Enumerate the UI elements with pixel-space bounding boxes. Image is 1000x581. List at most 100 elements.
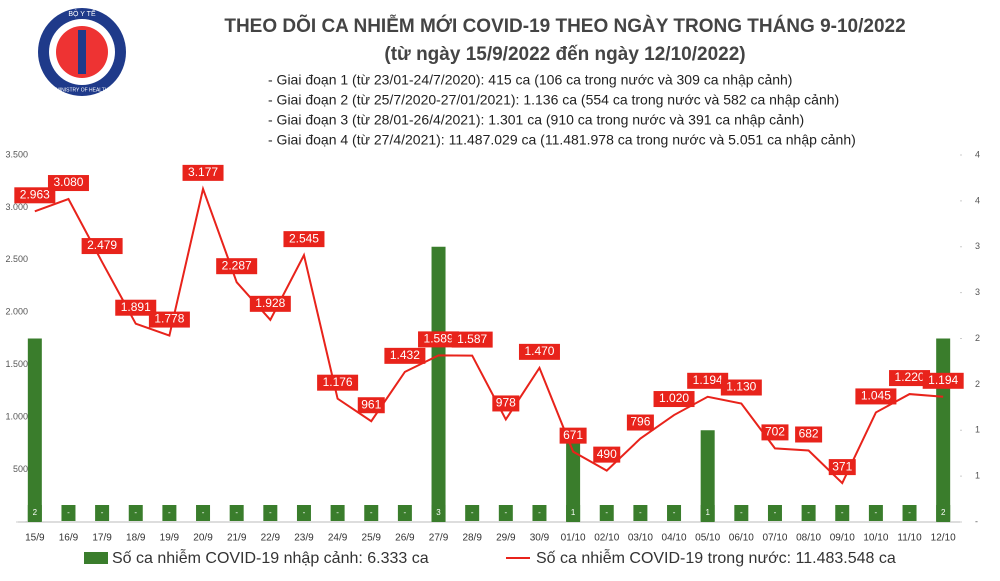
x-tick-label: 20/9 [193, 533, 213, 544]
label-box [330, 505, 345, 521]
line-label: 2.545 [289, 231, 319, 245]
label-box [384, 347, 426, 364]
legend-label: Số ca nhiễm COVID-19 nhập cảnh: 6.333 ca [112, 548, 429, 567]
label-box [767, 505, 782, 521]
bar-label: - [303, 508, 306, 517]
label-box [922, 372, 964, 389]
label-box [828, 459, 856, 476]
bar-label: - [134, 508, 137, 517]
bar-label: - [673, 508, 676, 517]
line-label: 2.287 [222, 258, 252, 272]
y2-tick-label: 1 [975, 471, 980, 481]
label-box [162, 505, 177, 521]
y2-tick-label: 3 [975, 241, 980, 251]
line-label: 1.589 [424, 332, 454, 346]
bar-label: - [740, 508, 743, 517]
label-box [431, 505, 446, 521]
label-box [889, 370, 931, 387]
label-box [465, 505, 480, 521]
x-tick-label: 17/9 [92, 533, 112, 544]
label-box [566, 505, 581, 521]
y-tick-label: 2.000 [5, 307, 28, 317]
label-box [451, 331, 493, 348]
bar [700, 430, 715, 522]
bar [431, 246, 446, 522]
y-tick-label: 3.000 [5, 202, 28, 212]
note: - Giai đoạn 1 (từ 23/01-24/7/2020): 415 … [268, 72, 792, 88]
bar-label: - [235, 508, 238, 517]
line-label: 1.194 [928, 373, 958, 387]
bar-label: - [404, 508, 407, 517]
y-tick-label: 2.500 [5, 254, 28, 264]
label-box [128, 505, 143, 521]
x-tick-label: 16/9 [59, 533, 79, 544]
label-box [734, 505, 749, 521]
bar-label: - [605, 508, 608, 517]
label-box [599, 505, 614, 521]
label-box [532, 505, 547, 521]
x-tick-label: 18/9 [126, 533, 146, 544]
line-label: 1.220 [895, 370, 925, 384]
line-label: 3.177 [188, 165, 218, 179]
bar-label: - [202, 508, 205, 517]
label-box [229, 505, 244, 521]
label-box [559, 427, 587, 444]
x-tick-label: 23/9 [294, 533, 314, 544]
x-tick-label: 11/10 [897, 533, 922, 544]
bar-label: 2 [941, 508, 946, 517]
y2-tick-label: 4 [975, 195, 980, 205]
legend-label: Số ca nhiễm COVID-19 trong nước: 11.483.… [536, 548, 896, 567]
y-tick-label: - [25, 516, 28, 526]
y2-tick-label: 3 [975, 287, 980, 297]
label-box [761, 424, 789, 441]
bar-label: - [841, 508, 844, 517]
label-box [518, 343, 560, 360]
x-tick-label: 04/10 [662, 533, 687, 544]
line-label: 1.891 [121, 300, 151, 314]
label-box [498, 505, 513, 521]
y2-tick-label: 4 [975, 149, 980, 159]
label-box [687, 372, 729, 389]
line-label: 1.432 [390, 348, 420, 362]
label-box [81, 238, 123, 255]
bar [27, 338, 42, 522]
y2-tick-label: 2 [975, 333, 980, 343]
label-box [626, 414, 654, 431]
label-box [653, 391, 695, 408]
line-label: 1.045 [861, 389, 891, 403]
logo-bottom: MINISTRY OF HEALTH [56, 87, 109, 93]
line-label: 1.778 [154, 312, 184, 326]
label-box [855, 388, 897, 405]
label-box [61, 505, 76, 521]
label-box [115, 299, 157, 316]
bar-label: - [336, 508, 339, 517]
bar-label: - [908, 508, 911, 517]
x-tick-label: 21/9 [227, 533, 247, 544]
chart-title: THEO DÕI CA NHIỄM MỚI COVID-19 THEO NGÀY… [224, 15, 905, 37]
label-box [296, 505, 311, 521]
label-box [700, 505, 715, 521]
label-box [397, 505, 412, 521]
x-tick-label: 03/10 [628, 533, 653, 544]
line-label: 1.130 [726, 380, 756, 394]
logo: BỘ Y TẾ MINISTRY OF HEALTH [38, 8, 126, 96]
bar-label: - [101, 508, 104, 517]
label-box [196, 505, 211, 521]
legend-swatch [84, 552, 108, 564]
note: - Giai đoạn 3 (từ 28/01-26/4/2021): 1.30… [268, 112, 804, 128]
line [34, 185, 944, 485]
bar [936, 338, 951, 522]
y-tick-label: 1.000 [5, 412, 28, 422]
x-tick-label: 01/10 [561, 533, 586, 544]
label-box [795, 426, 823, 443]
x-tick-label: 30/9 [530, 533, 550, 544]
line-label: 1.020 [659, 391, 689, 405]
label-box [27, 505, 42, 521]
line-label: 2.963 [20, 187, 50, 201]
label-box [249, 295, 291, 312]
bar-label: - [269, 508, 272, 517]
bar-label: 1 [571, 508, 576, 517]
bar-label: - [504, 508, 507, 517]
y2-tick-label: 1 [975, 425, 980, 435]
bar-label: - [538, 508, 541, 517]
